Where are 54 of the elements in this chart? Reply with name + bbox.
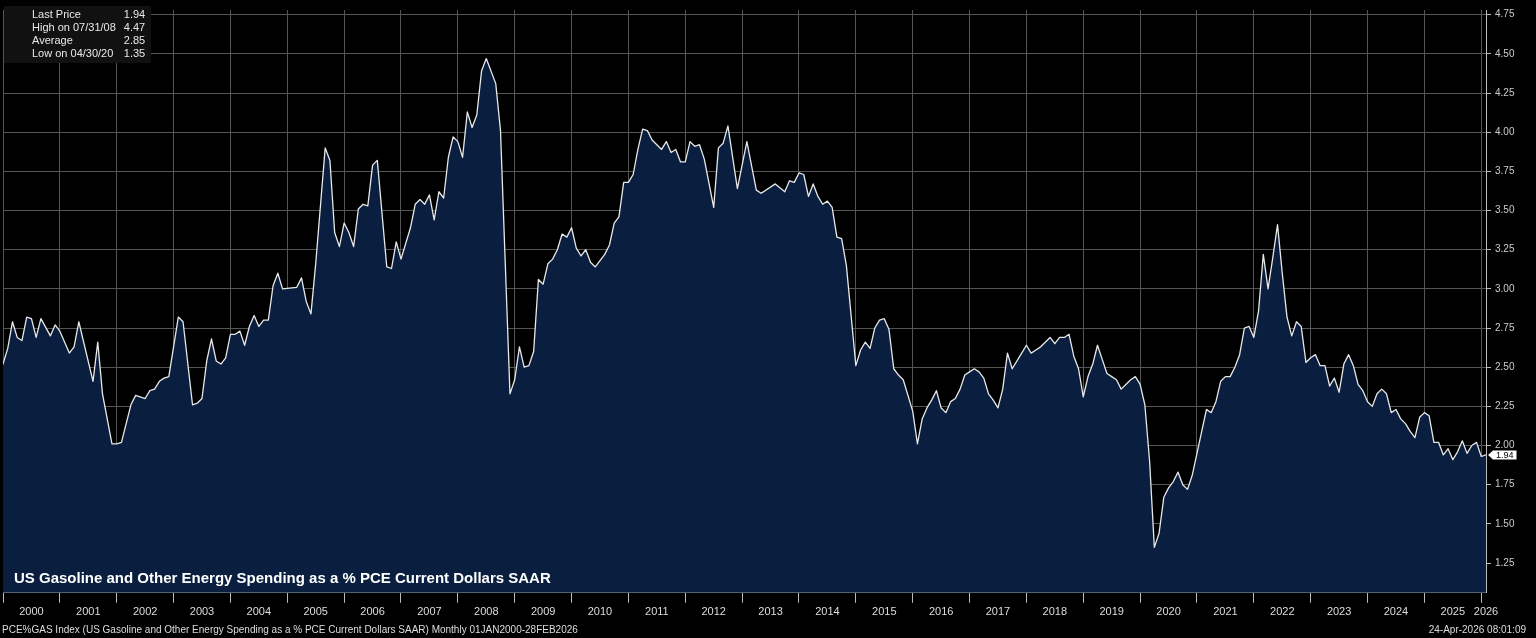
y-tick-label: 1.75 — [1495, 478, 1515, 490]
x-tick-label: 2022 — [1270, 605, 1295, 618]
annotation: 1.35 — [123, 47, 146, 60]
x-tick-label: 2012 — [701, 605, 726, 618]
x-tick-label: 2021 — [1213, 605, 1238, 618]
x-tick-label: 2006 — [360, 605, 385, 618]
annotation: 1.94 — [123, 8, 146, 21]
x-tick-label: 2009 — [530, 605, 556, 618]
x-tick-label: 2014 — [815, 605, 840, 618]
text: PCE%GAS Index (US Gasoline and Other Energy Spending as a % PCE Current Dollars SAAR) Monthly 01JAN2000-28FEB2026 — [2, 624, 578, 635]
text: 24-Apr-2026 08:01:09 — [1428, 624, 1526, 635]
annotation: Last Price — [32, 8, 82, 21]
x-tick-label: 2015 — [872, 605, 897, 618]
y-tick-label: 2.00 — [1495, 439, 1515, 451]
x-tick-label: 2011 — [645, 605, 669, 618]
y-tick-label: 3.00 — [1495, 282, 1515, 294]
annotation: 2.85 — [123, 34, 146, 47]
x-tick-label: 2018 — [1042, 605, 1068, 618]
y-tick-label: 3.50 — [1495, 204, 1515, 216]
x-tick-label: 2024 — [1383, 605, 1409, 618]
x-tick-label: 2004 — [246, 605, 272, 618]
x-tick-label: 2023 — [1326, 605, 1352, 618]
annotation: Average — [32, 34, 74, 47]
x-tick-label: 2025 — [1440, 605, 1466, 618]
y-tick-label: 2.25 — [1495, 400, 1515, 412]
x-tick-label: 2008 — [474, 605, 499, 618]
x-tick-label: 2013 — [758, 605, 783, 618]
x-tick-label: 2002 — [132, 605, 158, 618]
y-tick-label: 4.50 — [1495, 47, 1515, 59]
x-tick-label: 2007 — [417, 605, 442, 618]
x-tick-label: 2017 — [985, 605, 1011, 618]
y-tick-label: 1.25 — [1495, 556, 1515, 568]
annotation: Low on 04/30/20 — [32, 47, 115, 60]
x-tick-label: 2016 — [928, 605, 954, 618]
annotation: 4.47 — [123, 21, 146, 34]
x-tick-label: 2010 — [587, 605, 613, 618]
y-tick-label: 4.25 — [1495, 86, 1515, 98]
y-tick-label: 2.50 — [1495, 360, 1515, 372]
x-tick-label: 2005 — [303, 605, 328, 618]
text: US Gasoline and Other Energy Spending as a % PCE Current Dollars SAAR — [14, 569, 551, 586]
x-tick-label: 2000 — [19, 605, 44, 618]
annotation: 1.94 — [1496, 449, 1514, 460]
x-tick-label: 2003 — [189, 605, 215, 618]
x-tick-label: 2019 — [1099, 605, 1124, 618]
x-tick-label: 2001 — [76, 605, 101, 618]
x-tick-label: 2026 — [1473, 605, 1499, 618]
x-tick-label: 2020 — [1156, 605, 1181, 618]
y-tick-label: 2.75 — [1495, 321, 1515, 333]
y-tick-label: 4.00 — [1495, 125, 1515, 137]
y-tick-label: 3.25 — [1495, 243, 1515, 255]
y-tick-label: 3.75 — [1495, 165, 1515, 177]
annotation: High on 07/31/08 — [32, 21, 116, 34]
y-tick-label: 4.75 — [1495, 8, 1515, 20]
y-tick-label: 1.50 — [1495, 517, 1515, 529]
